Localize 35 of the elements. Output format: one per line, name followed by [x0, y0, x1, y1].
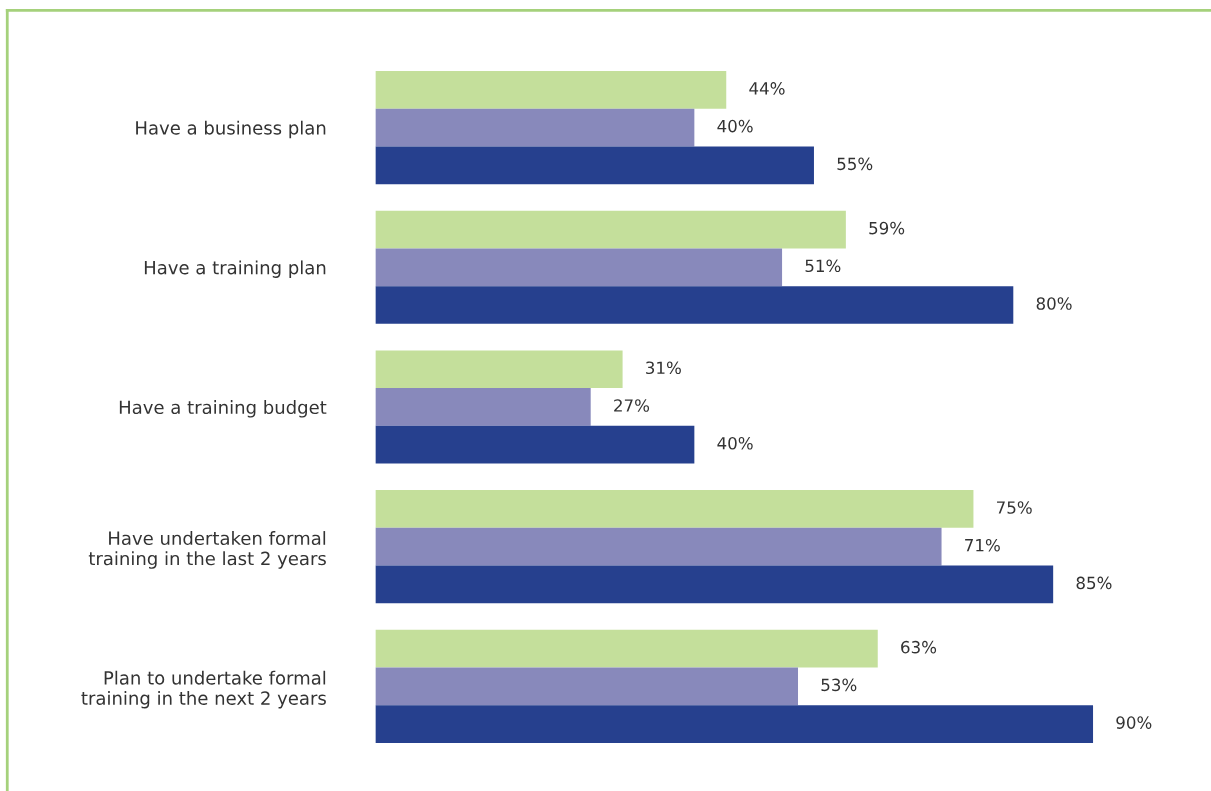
data-label: 40% — [717, 436, 753, 450]
bar — [375, 527, 942, 566]
bar — [375, 71, 727, 109]
bar — [375, 350, 623, 389]
data-label: 85% — [1076, 576, 1112, 590]
bar — [375, 286, 1014, 324]
data-label: 80% — [1036, 297, 1072, 310]
y-tick-label: Have a business plan — [136, 120, 326, 139]
data-label: 53% — [821, 678, 857, 692]
bar — [375, 388, 591, 426]
data-label: 40% — [717, 119, 753, 133]
data-label: 90% — [1116, 716, 1152, 729]
y-tick-label: Plan to undertake formal training in the next 2 years — [81, 670, 326, 709]
data-label: 71% — [965, 538, 1000, 552]
bar — [375, 667, 799, 706]
y-tick-label: Have undertaken formal training in the last 2 years — [88, 531, 326, 569]
data-label: 63% — [901, 640, 937, 654]
bar — [375, 108, 695, 147]
data-label: 31% — [646, 361, 681, 375]
data-label: 75% — [997, 501, 1032, 514]
data-label: 59% — [869, 221, 905, 235]
y-tick-label: Have a training budget — [119, 400, 327, 418]
data-label: 51% — [805, 259, 841, 273]
bar — [375, 146, 814, 185]
bar — [375, 425, 695, 464]
data-label: 44% — [749, 82, 785, 95]
data-label: 27% — [614, 399, 650, 412]
bar — [375, 705, 1094, 743]
bar — [375, 210, 846, 249]
bar — [375, 629, 878, 668]
bar — [375, 248, 783, 287]
bar — [375, 565, 1054, 604]
y-tick-label: Have a training plan — [144, 260, 326, 278]
bar — [375, 490, 974, 528]
data-label: 55% — [837, 157, 873, 171]
